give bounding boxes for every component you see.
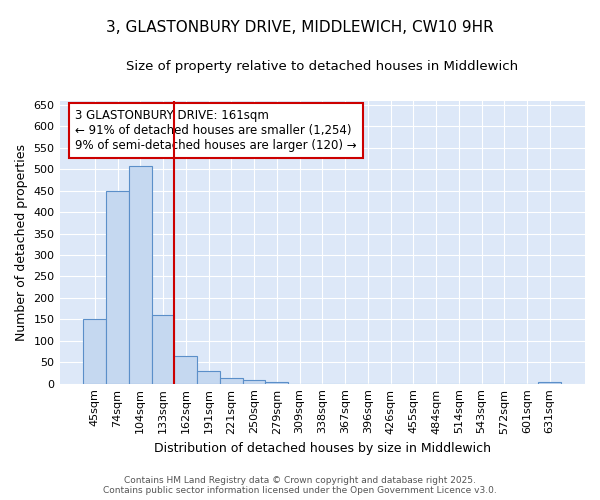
- Bar: [152, 315, 175, 384]
- Bar: [265, 382, 288, 384]
- Text: 3, GLASTONBURY DRIVE, MIDDLEWICH, CW10 9HR: 3, GLASTONBURY DRIVE, MIDDLEWICH, CW10 9…: [106, 20, 494, 35]
- Bar: [83, 320, 106, 384]
- Text: 3 GLASTONBURY DRIVE: 161sqm
← 91% of detached houses are smaller (1,254)
9% of s: 3 GLASTONBURY DRIVE: 161sqm ← 91% of det…: [76, 109, 357, 152]
- Bar: [197, 371, 220, 384]
- Bar: [129, 166, 152, 384]
- Bar: [242, 380, 265, 384]
- Bar: [220, 378, 242, 384]
- Bar: [538, 382, 561, 384]
- Bar: [106, 190, 129, 384]
- Y-axis label: Number of detached properties: Number of detached properties: [15, 144, 28, 340]
- X-axis label: Distribution of detached houses by size in Middlewich: Distribution of detached houses by size …: [154, 442, 491, 455]
- Title: Size of property relative to detached houses in Middlewich: Size of property relative to detached ho…: [126, 60, 518, 73]
- Text: Contains HM Land Registry data © Crown copyright and database right 2025.
Contai: Contains HM Land Registry data © Crown c…: [103, 476, 497, 495]
- Bar: [175, 356, 197, 384]
